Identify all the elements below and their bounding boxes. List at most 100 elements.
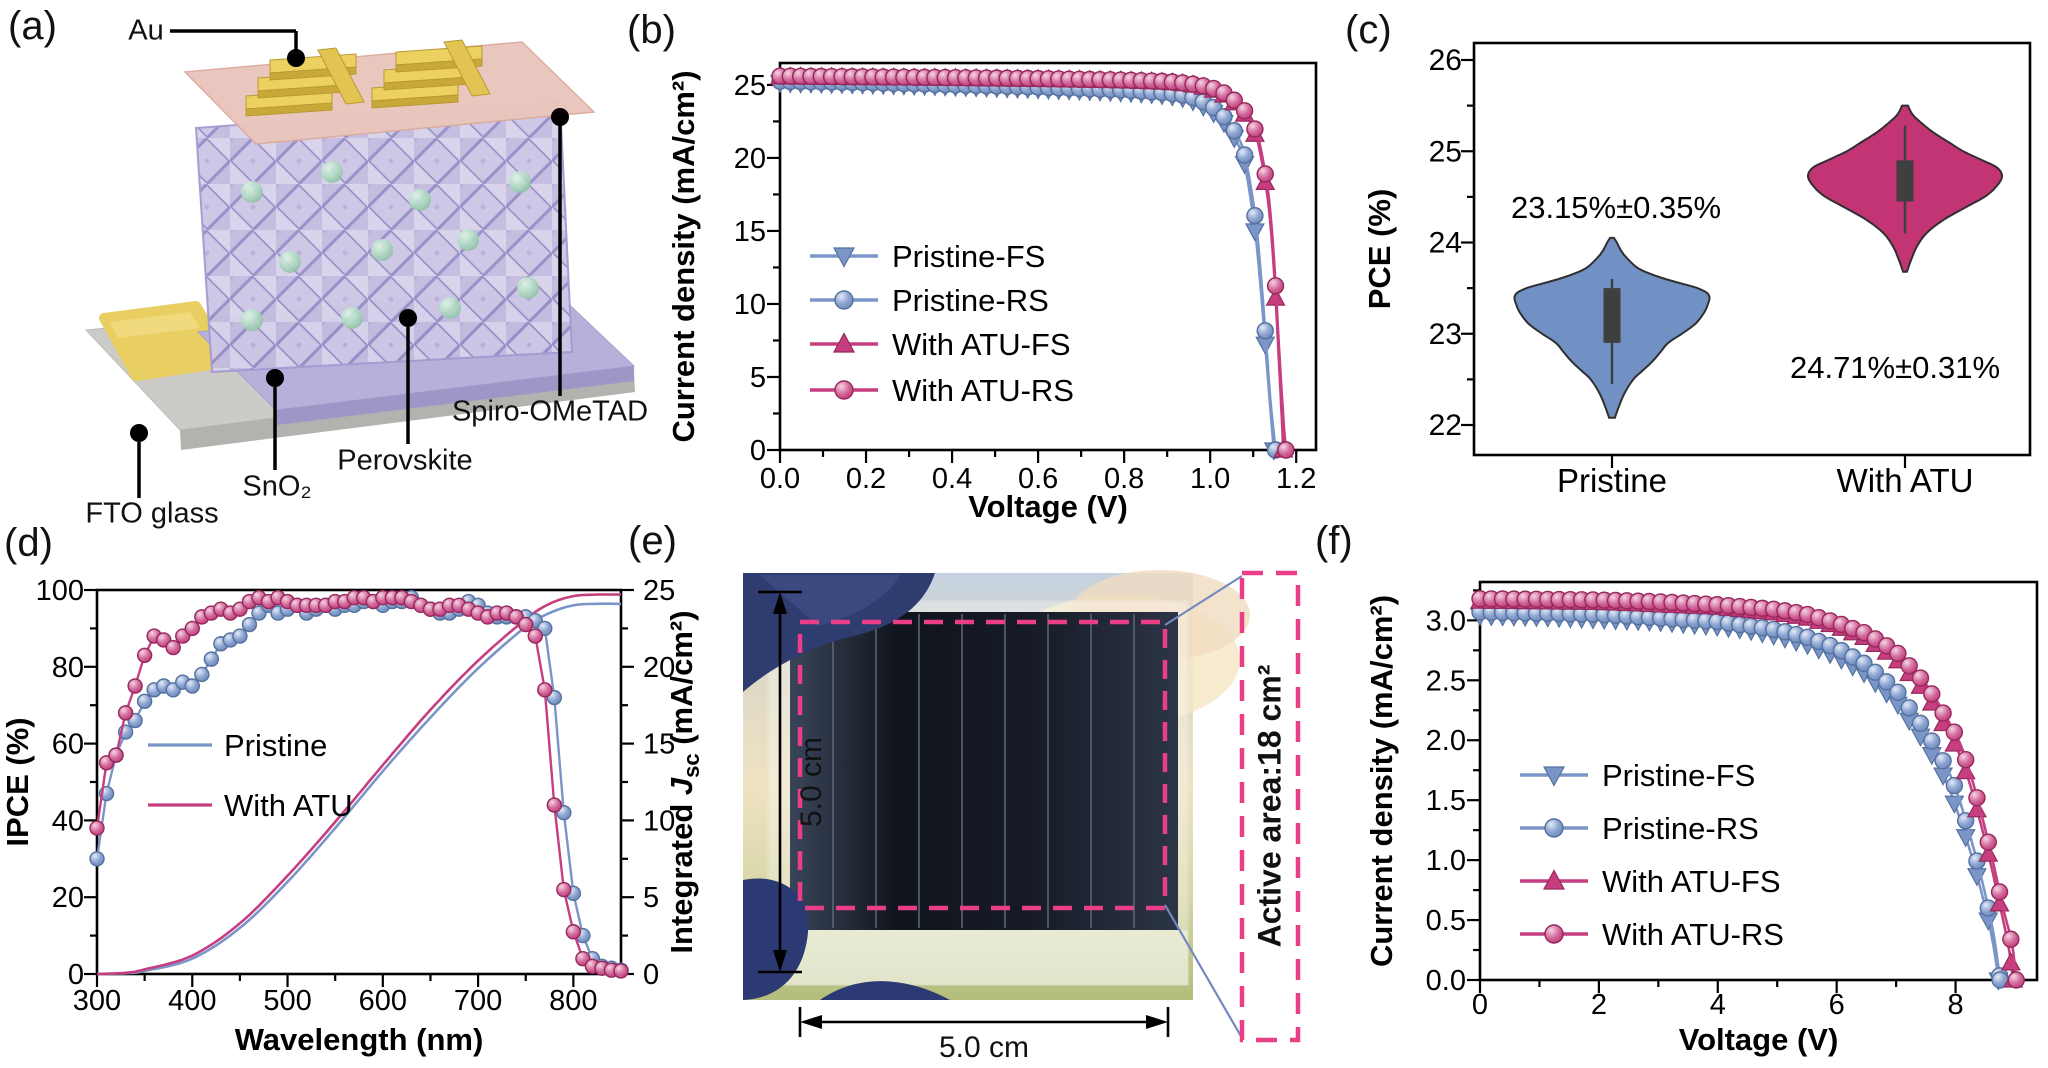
category-label: With ATU [1837,462,1974,499]
right-axis [621,588,634,976]
data-marker [1246,120,1264,138]
x-axis-title: Wavelength (nm) [235,1022,484,1057]
violin-pristine [1513,236,1711,419]
y-tick-label: 20 [52,882,84,914]
data-marker [1911,669,1930,687]
data-marker [2000,952,2021,971]
x-tick-label: 2 [1591,989,1607,1021]
data-marker [1225,122,1243,140]
y-tick-label: 10 [734,289,766,321]
x-tick-label: 0 [1472,989,1488,1021]
au-electrodes [245,39,491,117]
data-marker [1968,789,1986,807]
x-tick-label: 0.4 [932,463,972,495]
data-marker [1544,818,1564,838]
axes [767,61,1318,463]
data-marker [1934,704,1952,722]
module-photo [743,570,1250,1000]
data-marker [1246,207,1264,225]
data-marker [2007,971,2025,989]
data-marker [1889,683,1907,702]
series-with-atu-rs [771,67,1295,459]
y-tick-label: 3.0 [1426,605,1466,637]
y-axis-title: Current density (mA/cm²) [1364,595,1399,967]
ipce-spectra-chart: 300 400 500 600 700 800020406080100Wavelength… [0,575,704,1057]
y-tick-label: 25 [734,70,766,102]
tick-labels: 300 400 500 600 700 800 0 20 40 60 80 100 [36,575,598,1017]
fto-glass-label: FTO glass [85,497,219,530]
data-marker [1956,751,1975,769]
legend-label: Pristine-FS [892,239,1045,274]
module-photo-panel [743,570,1301,1043]
legend-label: With ATU [224,788,353,823]
x-axis-title: Voltage (V) [968,489,1128,524]
data-marker [136,693,153,710]
x-tick-label: 700 [454,985,502,1017]
legend-label: Pristine-RS [1602,811,1759,846]
y-tick-label: 0 [750,435,766,467]
panel-e-letter: (e) [628,519,677,563]
jv-curves-cell-chart: 0.0 0.2 0.4 0.6 0.8 1.0 1.2 0 5 10 15 20 25 Voltage (… [666,61,1318,524]
panel-a-letter: (a) [8,4,57,48]
y-tick-label: 1.0 [1426,845,1466,877]
data-marker [89,851,105,867]
x-tick-label: 1.2 [1276,463,1316,495]
x-tick-label: 300 [73,985,121,1017]
x-tick-label: 0.0 [760,463,800,495]
data-marker [117,705,134,721]
legend: Pristine With ATU [148,728,353,823]
au-group-2 [371,39,491,109]
data-marker [89,820,105,836]
data-marker [108,747,124,763]
data-marker [194,666,210,683]
data-marker [184,620,200,637]
legend-label: Pristine-FS [1602,758,1755,793]
legend-label: Pristine [224,728,327,763]
sno2-front-face [276,366,634,425]
y-tick-label: 1.5 [1426,785,1466,817]
data-marker [136,647,153,663]
data-marker [1244,223,1265,242]
panel-c-letter: (c) [1345,8,1392,52]
y-tick-label: 15 [734,216,766,248]
y-tick-label: 20 [734,143,766,175]
data-marker [1542,869,1566,890]
data-marker [832,332,856,353]
right-y-tick-label: 25 [643,575,675,607]
y-tick-label: 23 [1429,318,1462,351]
violin-with-atu [1807,104,2003,273]
data-marker [518,616,534,633]
x-tick-label: 8 [1947,989,1963,1021]
x-tick-label: 0.2 [846,463,886,495]
data-marker [241,616,258,633]
y-axis-title: IPCE (%) [0,717,35,846]
data-marker [537,682,553,698]
y-tick-label: 80 [52,652,84,684]
data-marker [1990,883,2009,901]
data-marker [546,797,563,813]
data-marker [1277,441,1295,459]
x-tick-label: 4 [1710,989,1726,1021]
data-marker [1923,732,1941,750]
legend: Pristine-FS Pristine-RS With ATU-FS With AT… [1520,758,1784,952]
quartile-box [1896,160,1914,202]
data-marker [2002,930,2020,948]
annotation-with-atu: 24.71%±0.31% [1790,350,2000,385]
data-marker [184,678,200,694]
y-tick-label: 0 [68,959,84,991]
data-marker [1889,644,1907,663]
y-tick-label: 60 [52,729,84,761]
legend-label: With ATU-FS [1602,864,1781,899]
module-active-layer [790,612,1178,930]
data-marker [127,678,143,694]
au-label: Au [128,14,164,47]
y-axis-title: PCE (%) [1362,189,1397,310]
active-area-label: Active area:18 cm² [1251,664,1288,948]
y-tick-label: 2.5 [1426,665,1466,697]
y-axis-title: Current density (mA/cm²) [666,70,701,442]
category-label: Pristine [1557,462,1667,499]
fto-contact-highlight [110,312,200,338]
device-structure-illustration [84,29,636,498]
data-marker [1900,657,1918,675]
